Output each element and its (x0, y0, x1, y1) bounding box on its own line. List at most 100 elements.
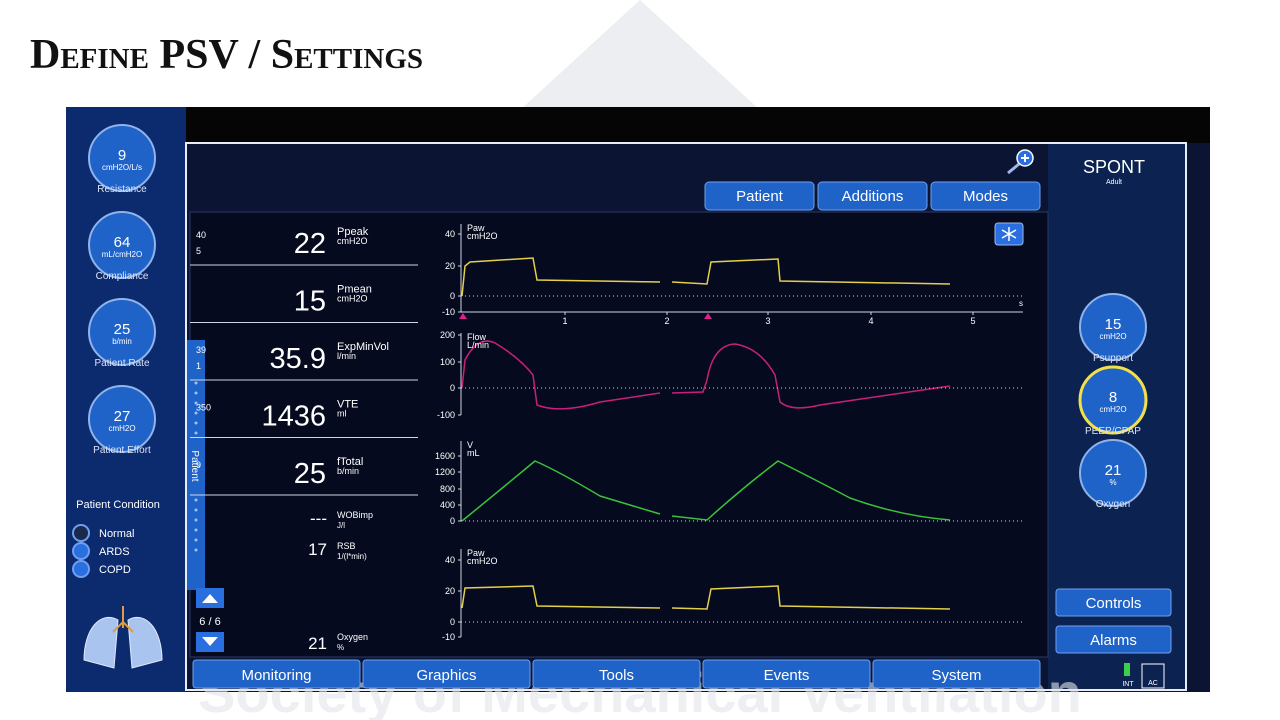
y-tick-label: 0 (450, 383, 455, 393)
graph-label: Paw (467, 223, 485, 233)
nav-button[interactable] (362, 659, 531, 689)
watermark-logo (520, 0, 760, 110)
monitor-unit: ml (337, 409, 347, 419)
pressure-waveform (461, 585, 951, 610)
dial-unit: cmH2O (1099, 332, 1126, 341)
x-tick-label: 5 (970, 316, 975, 326)
y-tick-label: 0 (450, 617, 455, 627)
arrow (202, 637, 218, 646)
tab-button[interactable] (930, 181, 1041, 211)
dial-label: Psupport (1093, 353, 1133, 364)
tab-dot (194, 498, 198, 502)
status-label: INT (1122, 681, 1134, 688)
nav-button[interactable] (872, 659, 1041, 689)
slide-title: Define PSV / Settings (30, 32, 423, 78)
monitor-value: 17 (308, 540, 327, 559)
radio-button[interactable] (72, 542, 90, 560)
monitor-value: 21 (308, 634, 327, 653)
dial-value: 25 (114, 321, 131, 338)
y-tick-label: 40 (445, 229, 455, 239)
monitor-unit: l/min (337, 351, 356, 361)
lungs-icon (83, 606, 163, 669)
y-tick-label: 400 (440, 500, 455, 510)
graph-label: V (467, 440, 473, 450)
nav-button[interactable] (532, 659, 701, 689)
nav-label: Monitoring (241, 667, 311, 684)
battery-icon (1124, 663, 1130, 676)
monitor-value: 35.9 (270, 343, 326, 375)
dial[interactable] (1079, 293, 1147, 361)
y-tick-label: -10 (442, 307, 455, 317)
y-tick-label: 0 (450, 516, 455, 526)
nav-button[interactable] (192, 659, 361, 689)
dial-value: 9 (118, 147, 126, 164)
nav-label: Events (764, 667, 810, 684)
graph-unit: L/min (467, 340, 489, 350)
arrow (202, 594, 218, 603)
side-button-label: Alarms (1090, 632, 1137, 649)
dial-value: 27 (114, 408, 131, 425)
graph-unit: cmH2O (467, 556, 498, 566)
y-tick-label: 800 (440, 484, 455, 494)
limit: 40 (196, 230, 206, 240)
radio-button[interactable] (72, 560, 90, 578)
monitor-name: ExpMinVol (337, 341, 389, 353)
tab-button[interactable] (817, 181, 928, 211)
dial[interactable] (1078, 365, 1148, 435)
monitor-value: 15 (294, 286, 326, 318)
radio-button[interactable] (72, 524, 90, 542)
radio-label: COPD (99, 564, 131, 576)
freeze-button[interactable] (994, 222, 1024, 246)
monitor-unit: % (337, 643, 344, 652)
y-tick-label: 100 (440, 357, 455, 367)
nav-label: Tools (599, 667, 634, 684)
page-indicator: 6 / 6 (199, 616, 220, 628)
monitor-name: Ppeak (337, 226, 369, 238)
limit: 9 (196, 460, 201, 470)
side-tab-label: Patient (189, 450, 200, 481)
y-tick-label: 20 (445, 261, 455, 271)
graph-label: Flow (467, 332, 487, 342)
y-tick-label: 40 (445, 555, 455, 565)
y-tick-label: 0 (450, 291, 455, 301)
limit: 5 (196, 246, 201, 256)
zoom-icon[interactable] (1007, 149, 1034, 175)
dial[interactable] (1079, 439, 1147, 507)
monitor-unit: b/min (337, 466, 359, 476)
limit: 350 (196, 403, 211, 413)
tab-dot (194, 431, 198, 435)
dial[interactable] (88, 298, 156, 366)
dial-unit: cmH2O (108, 424, 135, 433)
monitor-name: WOBimp (337, 510, 373, 520)
monitor-unit: J/l (337, 521, 345, 530)
x-tick-label: 1 (562, 316, 567, 326)
tab-dot (194, 381, 198, 385)
mode-name: SPONT (1083, 157, 1145, 177)
tab-button[interactable] (704, 181, 815, 211)
y-tick-label: 1600 (435, 451, 455, 461)
nav-label: Graphics (416, 667, 476, 684)
side-tab[interactable] (187, 340, 205, 590)
monitor-name: Pmean (337, 284, 372, 296)
tab-dot (194, 391, 198, 395)
x-tick-label: 4 (868, 316, 873, 326)
main-panel (189, 211, 1049, 658)
dial[interactable] (88, 385, 156, 453)
nav-button[interactable] (702, 659, 871, 689)
graph-unit: mL (467, 448, 480, 458)
dial-unit: cmH2O/L/s (102, 163, 142, 172)
side-button[interactable] (1055, 625, 1172, 654)
side-button[interactable] (1055, 588, 1172, 617)
dial[interactable] (88, 211, 156, 279)
radio-label: ARDS (99, 546, 130, 558)
dial[interactable] (88, 124, 156, 192)
x-tick-label: 2 (664, 316, 669, 326)
y-tick-label: 200 (440, 330, 455, 340)
dial-label: Patient Rate (94, 358, 149, 369)
monitor-name: VTE (337, 399, 358, 411)
dial-value: 21 (1105, 462, 1122, 479)
volume-waveform (461, 460, 951, 522)
side-button-label: Controls (1086, 595, 1142, 612)
dial-unit: cmH2O (1099, 405, 1126, 414)
